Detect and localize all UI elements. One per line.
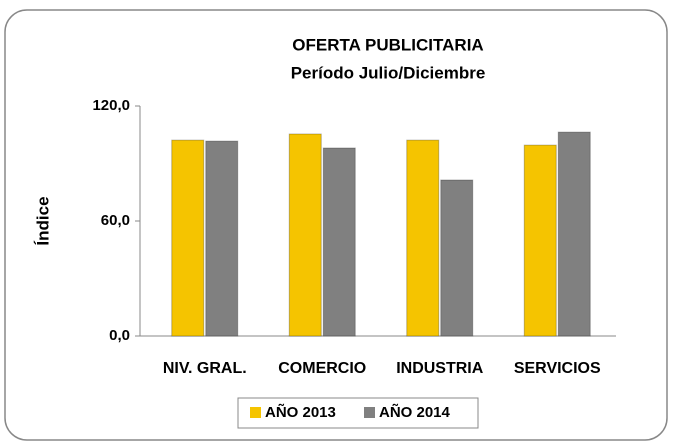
legend-swatch	[364, 407, 375, 418]
x-tick-label: COMERCIO	[278, 360, 366, 377]
y-tick-label: 0,0	[109, 327, 130, 344]
y-tick-label: 120,0	[92, 97, 130, 114]
bar	[406, 139, 440, 337]
chart-subtitle: Período Julio/Diciembre	[291, 63, 486, 82]
x-tick-label: SERVICIOS	[514, 360, 601, 377]
y-tick-label: 60,0	[101, 212, 130, 229]
bar	[205, 140, 239, 337]
bar	[557, 131, 591, 337]
bar	[440, 179, 474, 337]
bar	[171, 139, 205, 337]
bar	[288, 133, 322, 337]
legend-box	[237, 397, 479, 429]
legend-swatch	[250, 407, 261, 418]
legend-label: AÑO 2014	[379, 403, 451, 421]
chart-title: OFERTA PUBLICITARIA	[292, 35, 483, 54]
y-axis-label: Índice	[33, 196, 52, 245]
bar	[322, 147, 356, 337]
bar	[523, 144, 557, 337]
x-tick-label: INDUSTRIA	[396, 360, 484, 377]
legend-label: AÑO 2013	[265, 403, 336, 421]
x-tick-label: NIV. GRAL.	[163, 360, 247, 377]
